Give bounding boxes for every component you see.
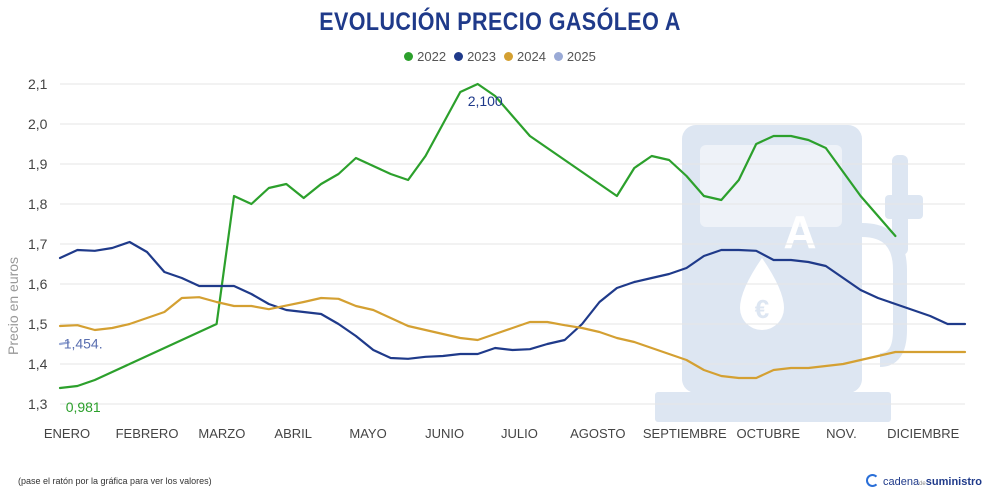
legend-item-2022[interactable]: 2022	[404, 49, 446, 64]
legend-item-2023[interactable]: 2023	[454, 49, 496, 64]
legend-label: 2022	[417, 49, 447, 64]
x-tick-label: ENERO	[44, 426, 90, 441]
series-line-2023[interactable]	[58, 240, 967, 360]
legend-label: 2024	[517, 49, 546, 64]
legend-label: 2025	[566, 49, 596, 64]
legend-label: 2023	[467, 49, 496, 64]
x-tick-label: NOV.	[826, 426, 857, 441]
legend-marker	[553, 52, 563, 61]
brand-ring-icon	[865, 474, 879, 487]
y-tick-label: 1,3	[28, 396, 48, 412]
chart-title: EVOLUCIÓN PRECIO GASÓLEO A	[319, 8, 681, 36]
x-tick-label: ABRIL	[274, 426, 312, 441]
legend-marker	[454, 52, 464, 61]
data-label-2022: 2,100	[468, 93, 503, 109]
brand-logo[interactable]: cadenadesuministro	[865, 474, 982, 488]
svg-text:A: A	[783, 206, 816, 258]
x-tick-label: OCTUBRE	[737, 426, 801, 441]
fuel-pump-watermark-icon: A €	[655, 125, 923, 422]
svg-text:€: €	[755, 294, 769, 324]
x-tick-label: MAYO	[349, 426, 386, 441]
brand-part3: suministro	[925, 476, 982, 488]
y-tick-label: 1,7	[28, 236, 48, 252]
x-tick-label: DICIEMBRE	[887, 426, 960, 441]
brand-part2: de	[919, 481, 926, 487]
y-tick-label: 1,6	[28, 276, 48, 292]
x-tick-label: MARZO	[198, 426, 245, 441]
x-tick-label: JUNIO	[425, 426, 464, 441]
y-tick-label: 2,1	[28, 76, 48, 92]
y-tick-label: 1,8	[28, 196, 48, 212]
x-tick-label: AGOSTO	[570, 426, 625, 441]
x-tick-label: FEBRERO	[116, 426, 179, 441]
legend-item-2024[interactable]: 2024	[504, 49, 546, 64]
series-line-2024[interactable]	[58, 296, 967, 380]
data-label-2025: 1,454.	[64, 335, 103, 351]
chart-legend: 2022 2023 2024 2025	[0, 49, 1000, 64]
y-tick-label: 1,9	[28, 156, 48, 172]
y-axis-label: Precio en euros	[5, 257, 21, 355]
y-tick-label: 2,0	[28, 116, 48, 132]
data-label-2022: 0,981	[66, 399, 101, 415]
y-tick-label: 1,4	[28, 356, 48, 372]
x-tick-label: SEPTIEMBRE	[643, 426, 727, 441]
x-tick-label: JULIO	[501, 426, 538, 441]
brand-part1: cadena	[882, 476, 920, 488]
legend-marker	[404, 52, 414, 61]
legend-item-2025[interactable]: 2025	[553, 49, 596, 64]
legend-marker	[504, 52, 513, 61]
series-line-2022[interactable]	[58, 82, 897, 390]
footnote: (pase el ratón por la gráfica para ver l…	[18, 476, 212, 486]
y-tick-label: 1,5	[28, 316, 48, 332]
series-line-2025[interactable]	[58, 341, 70, 346]
